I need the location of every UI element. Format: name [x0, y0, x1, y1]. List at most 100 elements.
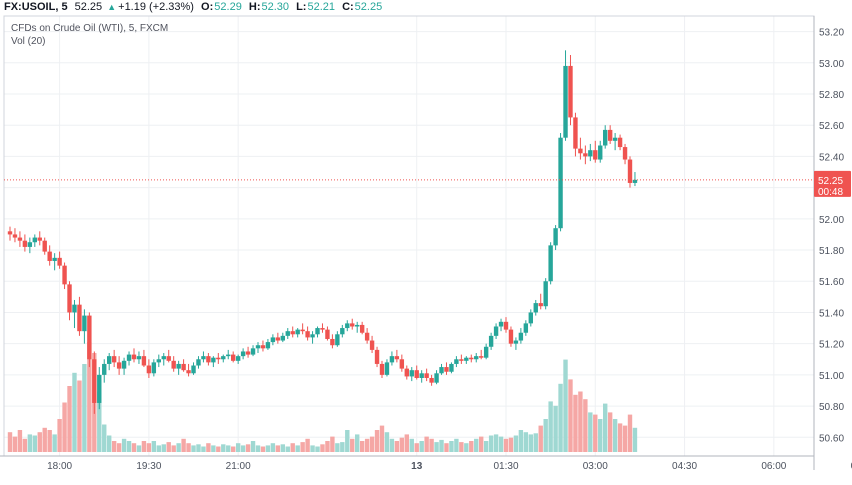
volume-bar — [305, 438, 310, 452]
volume-bar — [583, 399, 588, 452]
volume-bar — [191, 445, 196, 452]
volume-bar — [116, 443, 122, 452]
volume-bar — [136, 445, 142, 452]
candle — [543, 281, 548, 307]
volume-bar — [171, 445, 176, 452]
volume-bar — [330, 436, 335, 452]
candle — [469, 357, 474, 360]
volume-bar — [394, 441, 400, 452]
candle — [622, 147, 628, 160]
volume-bar — [72, 372, 77, 452]
volume-bar — [300, 442, 305, 452]
candle — [404, 368, 409, 377]
candle — [513, 340, 519, 344]
candle — [275, 337, 281, 341]
candle — [598, 145, 603, 160]
high-value: 52.30 — [261, 1, 290, 13]
volume-bar — [573, 394, 578, 452]
chart-legend: CFDs on Crude Oil (WTI), 5, FXCM Vol (20… — [11, 22, 168, 48]
series-title[interactable]: CFDs on Crude Oil (WTI), 5, FXCM — [11, 23, 169, 34]
candle — [603, 129, 608, 146]
volume-title[interactable]: Vol (20) — [11, 36, 46, 47]
candle — [340, 328, 345, 335]
volume-bar — [345, 430, 350, 452]
time-tick-label: 18:00 — [47, 461, 72, 472]
candle — [419, 373, 424, 378]
candle — [136, 356, 142, 360]
candle — [156, 359, 161, 363]
candle — [235, 356, 241, 361]
volume-bar — [369, 436, 375, 452]
candle — [201, 356, 206, 360]
symbol-label[interactable]: FX:USOIL, 5 — [4, 1, 68, 13]
volume-bar — [359, 441, 365, 452]
candle — [250, 348, 256, 355]
price-tick-label: 52.60 — [819, 121, 844, 132]
candle — [22, 240, 28, 247]
volume-bar — [449, 441, 454, 452]
candle — [493, 326, 499, 336]
candle — [191, 365, 196, 374]
volume-bar — [414, 443, 419, 452]
time-tick-label: 01:30 — [493, 461, 518, 472]
candle — [176, 363, 181, 369]
volume-bar — [409, 438, 414, 452]
volume-bar — [146, 443, 152, 452]
plot-frame — [3, 15, 815, 457]
candle — [568, 65, 573, 118]
candle — [102, 363, 107, 375]
candle — [627, 159, 633, 183]
candle — [146, 365, 152, 374]
volume-bar — [201, 446, 206, 452]
candle — [607, 129, 613, 141]
volume-bar — [508, 437, 514, 452]
volume-bar — [7, 432, 13, 452]
volume-bar — [57, 419, 62, 452]
candle — [538, 303, 543, 307]
candle — [508, 329, 514, 344]
candle — [27, 242, 33, 247]
candle — [612, 137, 618, 141]
volume-bar — [399, 437, 405, 452]
candle — [364, 332, 370, 341]
time-tick-label: 07:30 — [851, 461, 852, 472]
candle — [394, 356, 400, 360]
time-tick-label: 19:30 — [136, 461, 161, 472]
volume-bar — [528, 434, 533, 452]
candle — [310, 334, 315, 338]
volume-bar — [27, 434, 33, 452]
candle — [483, 346, 489, 358]
volume-bar — [310, 445, 315, 452]
candle — [141, 356, 147, 366]
price-tag-countdown: 00:48 — [818, 187, 843, 198]
open-label: O: — [201, 1, 214, 13]
volume-bar — [568, 379, 573, 452]
volume-bar — [523, 432, 529, 452]
volume-bar — [444, 443, 449, 452]
volume-bar — [186, 443, 191, 452]
volume-bar — [617, 423, 623, 452]
volume-bar — [593, 414, 598, 452]
candle — [573, 117, 578, 149]
volume-bar — [161, 444, 166, 452]
candle — [121, 360, 127, 369]
candle — [305, 331, 310, 338]
price-tick-label: 53.20 — [819, 28, 844, 39]
volume-bar — [603, 403, 608, 452]
volume-bar — [67, 386, 72, 452]
price-tick-label: 53.00 — [819, 59, 844, 70]
volume-bar — [216, 446, 221, 452]
candle — [82, 315, 87, 332]
volume-bar — [87, 342, 92, 452]
price-tick-label: 50.60 — [819, 433, 844, 444]
candle — [409, 370, 414, 377]
candle — [206, 356, 211, 363]
volume-bar — [82, 364, 87, 452]
volume-bar — [320, 444, 325, 452]
volume-bar — [295, 445, 300, 452]
volume-bar — [474, 438, 479, 452]
volume-bar — [77, 380, 82, 452]
candle — [488, 335, 494, 347]
candle — [151, 362, 157, 374]
